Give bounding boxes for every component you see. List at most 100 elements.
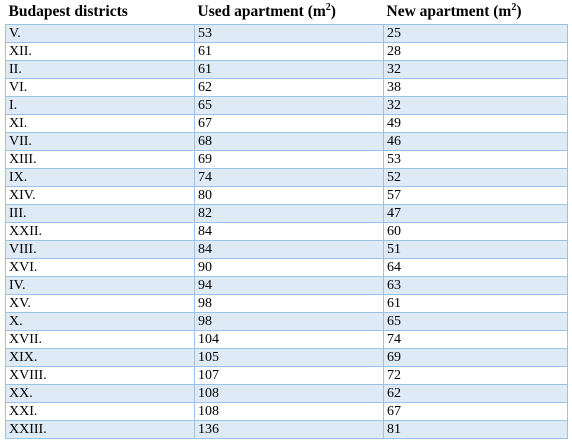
cell-new-apartment: 32: [383, 96, 568, 115]
header-used-unit-superscript: 2: [325, 1, 331, 13]
table-row: XX. 108 62: [5, 384, 568, 403]
table-row: XVI. 90 64: [5, 258, 568, 277]
table-row: XXI. 108 67: [5, 402, 568, 421]
cell-district: VII.: [5, 132, 195, 151]
table-row: XIX. 105 69: [5, 348, 568, 367]
table-row: XVII. 104 74: [5, 330, 568, 349]
cell-district: IX.: [5, 168, 195, 187]
cell-district: III.: [5, 204, 195, 223]
table-row: I. 65 32: [5, 96, 568, 115]
cell-used-apartment: 69: [194, 150, 384, 169]
table-row: XIII. 69 53: [5, 150, 568, 169]
cell-district: XI.: [5, 114, 195, 133]
cell-used-apartment: 107: [194, 366, 384, 385]
cell-used-apartment: 108: [194, 384, 384, 403]
header-row: Budapest districts Used apartment (m2) N…: [5, 0, 568, 25]
cell-used-apartment: 67: [194, 114, 384, 133]
table-row: IV. 94 63: [5, 276, 568, 295]
cell-new-apartment: 57: [383, 186, 568, 205]
cell-new-apartment: 32: [383, 60, 568, 79]
cell-used-apartment: 80: [194, 186, 384, 205]
cell-district: I.: [5, 96, 195, 115]
cell-used-apartment: 74: [194, 168, 384, 187]
cell-new-apartment: 63: [383, 276, 568, 295]
cell-used-apartment: 104: [194, 330, 384, 349]
cell-new-apartment: 38: [383, 78, 568, 97]
cell-used-apartment: 105: [194, 348, 384, 367]
table-header: Budapest districts Used apartment (m2) N…: [5, 0, 568, 25]
table-row: VII. 68 46: [5, 132, 568, 151]
cell-new-apartment: 60: [383, 222, 568, 241]
table-row: XI. 67 49: [5, 114, 568, 133]
cell-new-apartment: 53: [383, 150, 568, 169]
cell-district: VI.: [5, 78, 195, 97]
table-row: VI. 62 38: [5, 78, 568, 97]
cell-district: VIII.: [5, 240, 195, 259]
table-row: XXII. 84 60: [5, 222, 568, 241]
cell-district: XXII.: [5, 222, 195, 241]
cell-used-apartment: 82: [194, 204, 384, 223]
cell-new-apartment: 28: [383, 42, 568, 61]
cell-district: XVII.: [5, 330, 195, 349]
table-row: III. 82 47: [5, 204, 568, 223]
table-row: V. 53 25: [5, 24, 568, 43]
cell-new-apartment: 62: [383, 384, 568, 403]
cell-district: XV.: [5, 294, 195, 313]
header-used-label: Used apartment (m: [197, 3, 326, 20]
cell-new-apartment: 74: [383, 330, 568, 349]
cell-district: IV.: [5, 276, 195, 295]
table-row: XVIII. 107 72: [5, 366, 568, 385]
cell-district: XXI.: [5, 402, 195, 421]
cell-district: XVIII.: [5, 366, 195, 385]
cell-district: X.: [5, 312, 195, 331]
cell-used-apartment: 53: [194, 24, 384, 43]
table-row: X. 98 65: [5, 312, 568, 331]
cell-district: XIX.: [5, 348, 195, 367]
cell-new-apartment: 46: [383, 132, 568, 151]
cell-district: V.: [5, 24, 195, 43]
header-district-label: Budapest districts: [8, 3, 128, 20]
cell-district: XXIII.: [5, 420, 195, 439]
cell-new-apartment: 67: [383, 402, 568, 421]
table-row: XV. 98 61: [5, 294, 568, 313]
table-row: II. 61 32: [5, 60, 568, 79]
cell-used-apartment: 62: [194, 78, 384, 97]
cell-district: XX.: [5, 384, 195, 403]
header-used-close: ): [330, 3, 336, 20]
table-row: XIV. 80 57: [5, 186, 568, 205]
header-new-unit-superscript: 2: [511, 1, 517, 13]
table-row: VIII. 84 51: [5, 240, 568, 259]
table-row: XXIII. 136 81: [5, 420, 568, 439]
cell-new-apartment: 65: [383, 312, 568, 331]
cell-used-apartment: 98: [194, 312, 384, 331]
cell-used-apartment: 90: [194, 258, 384, 277]
cell-used-apartment: 94: [194, 276, 384, 295]
cell-new-apartment: 69: [383, 348, 568, 367]
cell-used-apartment: 68: [194, 132, 384, 151]
header-used-apartment: Used apartment (m2): [194, 0, 384, 25]
cell-used-apartment: 61: [194, 42, 384, 61]
cell-new-apartment: 51: [383, 240, 568, 259]
cell-new-apartment: 72: [383, 366, 568, 385]
cell-used-apartment: 84: [194, 240, 384, 259]
cell-district: XII.: [5, 42, 195, 61]
table-body: V. 53 25 XII. 61 28 II. 61 32 VI. 62 38 I. 65 32 XI. 67 4…: [5, 24, 568, 439]
cell-used-apartment: 98: [194, 294, 384, 313]
cell-district: II.: [5, 60, 195, 79]
cell-used-apartment: 136: [194, 420, 384, 439]
table-row: IX. 74 52: [5, 168, 568, 187]
cell-new-apartment: 52: [383, 168, 568, 187]
header-new-close: ): [516, 3, 522, 20]
cell-new-apartment: 47: [383, 204, 568, 223]
cell-new-apartment: 49: [383, 114, 568, 133]
cell-used-apartment: 84: [194, 222, 384, 241]
cell-district: XVI.: [5, 258, 195, 277]
cell-district: XIII.: [5, 150, 195, 169]
cell-new-apartment: 61: [383, 294, 568, 313]
apartment-size-table: Budapest districts Used apartment (m2) N…: [5, 0, 568, 439]
cell-used-apartment: 108: [194, 402, 384, 421]
cell-district: XIV.: [5, 186, 195, 205]
cell-used-apartment: 65: [194, 96, 384, 115]
header-new-apartment: New apartment (m2): [383, 0, 568, 25]
